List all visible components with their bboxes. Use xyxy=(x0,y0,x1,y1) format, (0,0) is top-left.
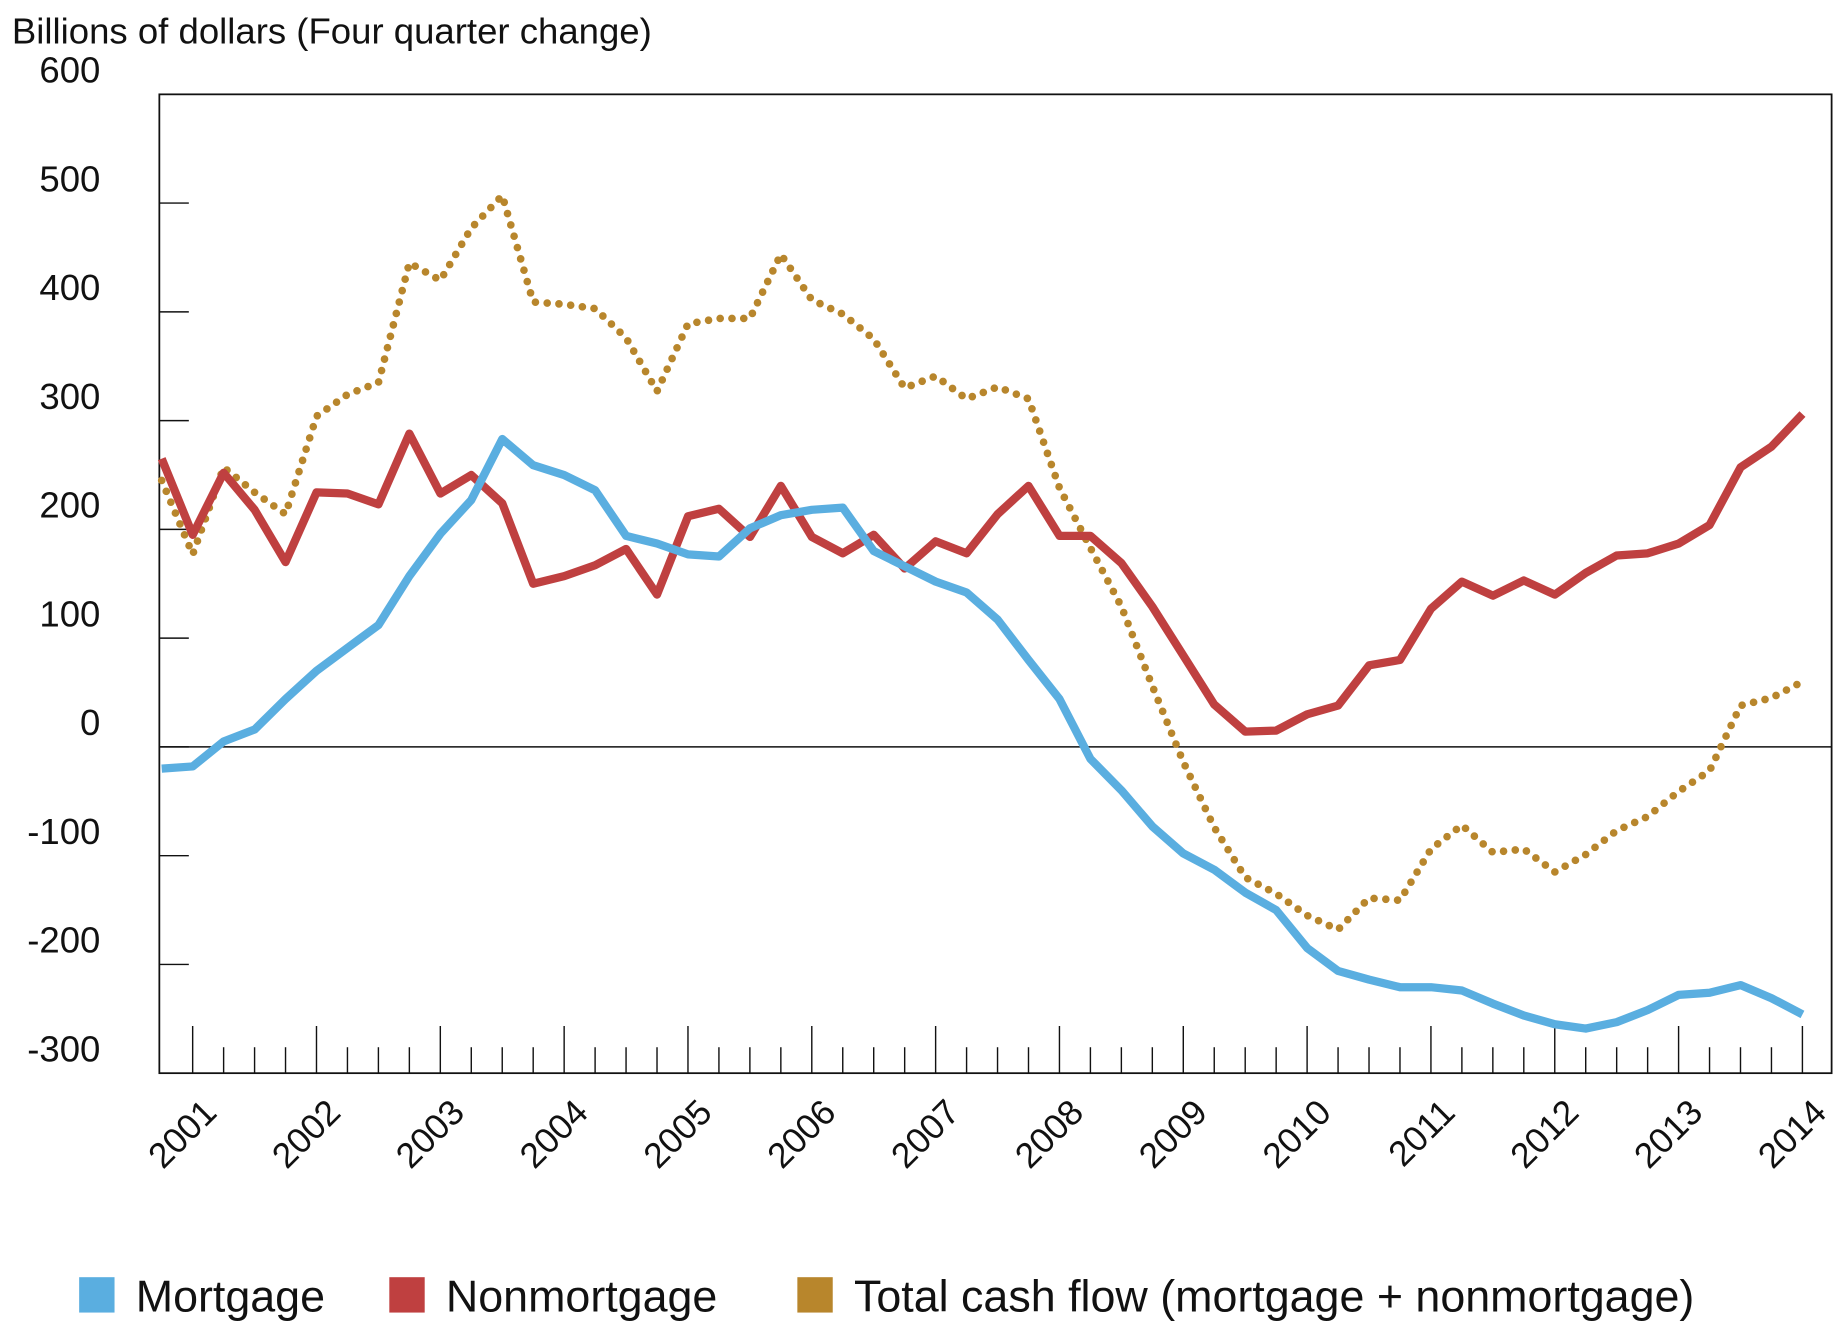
x-tick-label: 2010 xyxy=(1256,1093,1339,1176)
x-tick-label: 2002 xyxy=(265,1093,348,1176)
y-tick-label: 600 xyxy=(39,50,100,91)
y-tick-label: -200 xyxy=(27,920,100,961)
legend-label: Nonmortgage xyxy=(446,1271,717,1321)
x-tick-label: 2005 xyxy=(636,1093,719,1176)
series-line-total xyxy=(157,191,1807,934)
x-tick-label: 2013 xyxy=(1627,1093,1710,1176)
legend-swatch xyxy=(389,1277,425,1313)
y-tick-label: 0 xyxy=(80,702,100,743)
y-tick-label: -100 xyxy=(27,811,100,852)
y-tick-label: 100 xyxy=(39,593,100,634)
x-tick-label: 2006 xyxy=(760,1093,843,1176)
y-axis-title: Billions of dollars (Four quarter change… xyxy=(12,11,652,52)
x-tick-label: 2004 xyxy=(513,1093,596,1176)
y-axis: 600 500 400 300 200 100 0 -100 -200 -300 xyxy=(27,50,189,1074)
x-tick-label: 2009 xyxy=(1132,1093,1215,1176)
plot-frame xyxy=(158,93,1833,1075)
x-tick-label: 2008 xyxy=(1008,1093,1091,1176)
y-tick-label: -300 xyxy=(27,1028,100,1069)
legend-swatch xyxy=(79,1277,115,1313)
x-tick-label: 2014 xyxy=(1751,1093,1834,1176)
series-line-nonmortgage xyxy=(157,411,1806,736)
series-line-mortgage xyxy=(161,434,1805,1033)
series-lines xyxy=(157,191,1807,1033)
legend: Mortgage Nonmortgage Total cash flow (mort… xyxy=(79,1271,1694,1321)
legend-label: Mortgage xyxy=(136,1271,325,1321)
x-tick-label: 2001 xyxy=(141,1093,224,1176)
y-tick-label: 500 xyxy=(39,158,100,199)
x-axis: 2001 2002 2003 2004 2005 2006 2007 2008 2009 2010… xyxy=(141,1025,1834,1176)
y-tick-label: 200 xyxy=(39,485,100,526)
y-tick-label: 300 xyxy=(39,376,100,417)
legend-label: Total cash flow (mortgage + nonmortgage) xyxy=(854,1271,1694,1321)
x-tick-label: 2003 xyxy=(389,1093,472,1176)
y-tick-label: 400 xyxy=(39,267,100,308)
x-tick-label: 2007 xyxy=(884,1093,967,1176)
x-tick-label: 2012 xyxy=(1503,1093,1586,1176)
legend-swatch xyxy=(797,1277,833,1313)
x-tick-label: 2011 xyxy=(1381,1093,1462,1174)
